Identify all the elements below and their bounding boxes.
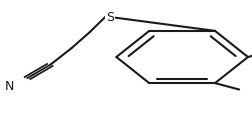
Text: S: S <box>106 11 114 24</box>
Text: N: N <box>4 79 14 92</box>
